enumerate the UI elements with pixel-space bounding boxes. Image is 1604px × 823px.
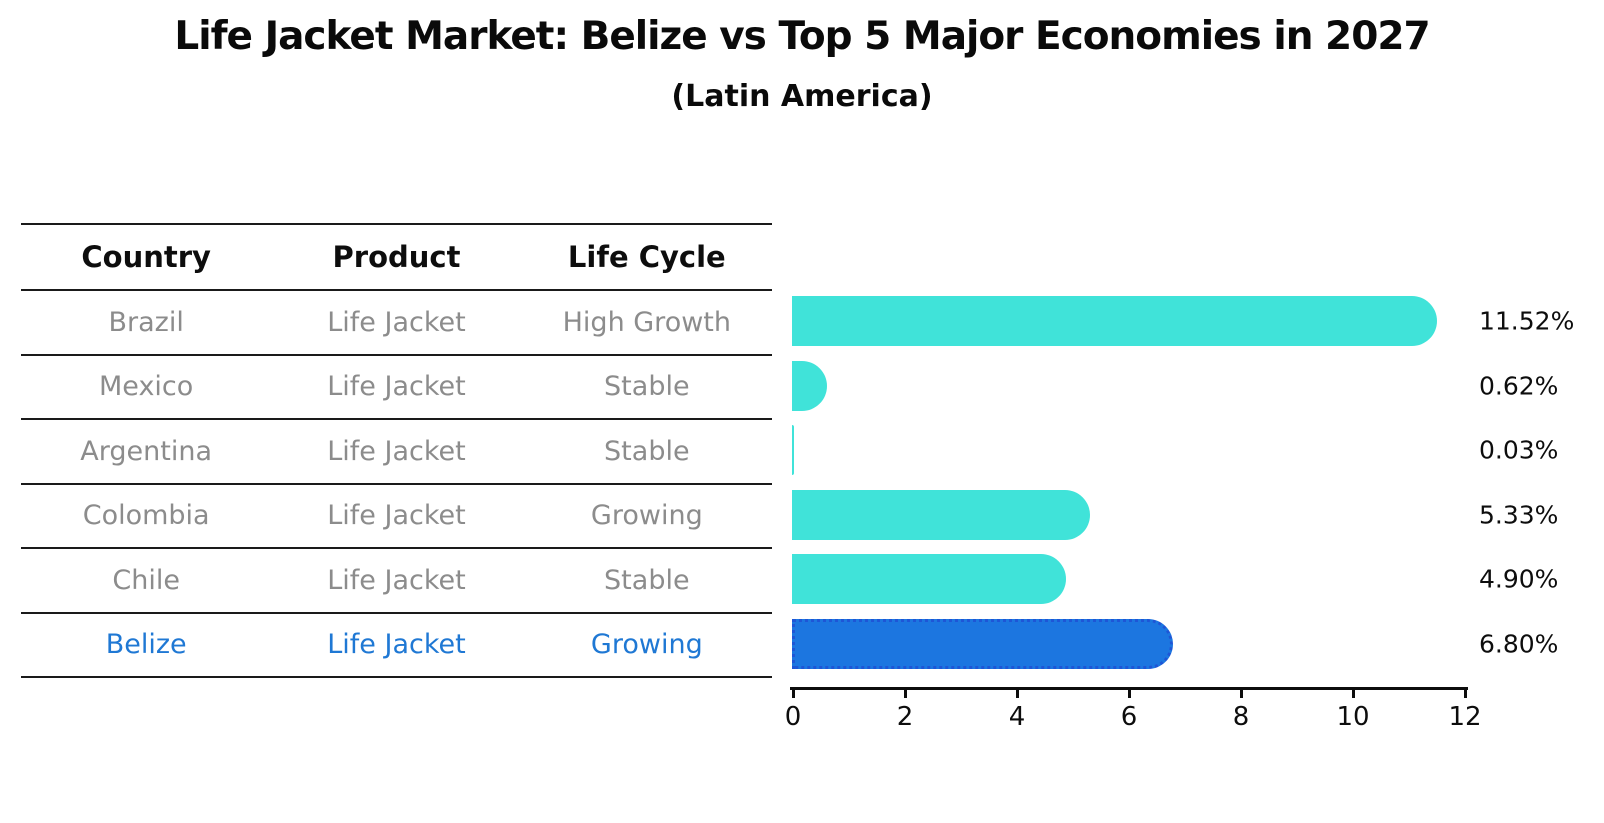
cell-country: Mexico — [99, 371, 194, 403]
cell-life-cycle: Stable — [604, 564, 690, 596]
page-title: Life Jacket Market: Belize vs Top 5 Majo… — [174, 14, 1430, 59]
cell-product: Life Jacket — [327, 500, 466, 532]
bar-chile — [792, 554, 1067, 605]
cell-country: Belize — [105, 629, 187, 661]
cell-country: Chile — [112, 564, 180, 596]
x-tick-label: 0 — [784, 702, 802, 732]
cell-product: Life Jacket — [327, 564, 466, 596]
value-label-mexico: 0.62% — [1479, 371, 1559, 401]
x-tick-label: 12 — [1448, 702, 1482, 732]
table-body: Brazil Life Jacket High Growth Mexico Life J… — [21, 291, 772, 678]
x-tick — [1240, 689, 1243, 698]
cell-life-cycle: Growing — [590, 629, 703, 661]
x-tick — [1352, 689, 1355, 698]
cell-product: Life Jacket — [327, 629, 466, 661]
x-tick-label: 8 — [1232, 702, 1250, 732]
bar-brazil — [792, 296, 1438, 347]
bar-mexico — [792, 360, 827, 411]
x-tick-label: 4 — [1008, 702, 1026, 732]
cell-life-cycle: Stable — [604, 435, 690, 467]
bar-colombia — [792, 489, 1091, 540]
x-axis-line — [790, 687, 1468, 690]
cell-product: Life Jacket — [327, 435, 466, 467]
x-tick — [1464, 689, 1467, 698]
table-row-brazil: Brazil Life Jacket High Growth — [21, 291, 772, 356]
cell-product: Life Jacket — [327, 371, 466, 403]
value-label-colombia: 5.33% — [1479, 500, 1559, 530]
value-label-belize: 6.80% — [1479, 629, 1559, 659]
x-tick — [1016, 689, 1019, 698]
column-header-country: Country — [81, 240, 211, 274]
table-row-argentina: Argentina Life Jacket Stable — [21, 420, 772, 485]
column-header-product: Product — [332, 240, 461, 274]
x-tick — [792, 689, 795, 698]
x-tick-label: 6 — [1120, 702, 1138, 732]
x-tick — [1128, 689, 1131, 698]
cell-life-cycle: High Growth — [562, 306, 731, 338]
cell-life-cycle: Stable — [604, 371, 690, 403]
cell-country: Argentina — [80, 435, 213, 467]
cell-country: Brazil — [108, 306, 184, 338]
cell-country: Colombia — [82, 500, 210, 532]
table-header-row: Country Product Life Cycle — [21, 225, 772, 291]
x-tick-label: 10 — [1336, 702, 1370, 732]
x-tick — [904, 689, 907, 698]
table-row-mexico: Mexico Life Jacket Stable — [21, 356, 772, 420]
value-label-argentina: 0.03% — [1479, 435, 1559, 465]
cell-life-cycle: Growing — [590, 500, 703, 532]
table-row-chile: Chile Life Jacket Stable — [21, 549, 772, 614]
page-subtitle: (Latin America) — [671, 79, 933, 114]
table-row-belize: Belize Life Jacket Growing — [21, 614, 772, 678]
bar-belize — [792, 618, 1173, 669]
comparison-table: Country Product Life Cycle Brazil Life Ja… — [21, 223, 772, 678]
x-tick-label: 2 — [896, 702, 914, 732]
cell-product: Life Jacket — [327, 306, 466, 338]
table-row-colombia: Colombia Life Jacket Growing — [21, 485, 772, 549]
value-label-brazil: 11.52% — [1479, 306, 1575, 336]
column-header-life-cycle: Life Cycle — [567, 240, 726, 274]
bar-argentina — [792, 425, 794, 476]
value-label-chile: 4.90% — [1479, 564, 1559, 594]
